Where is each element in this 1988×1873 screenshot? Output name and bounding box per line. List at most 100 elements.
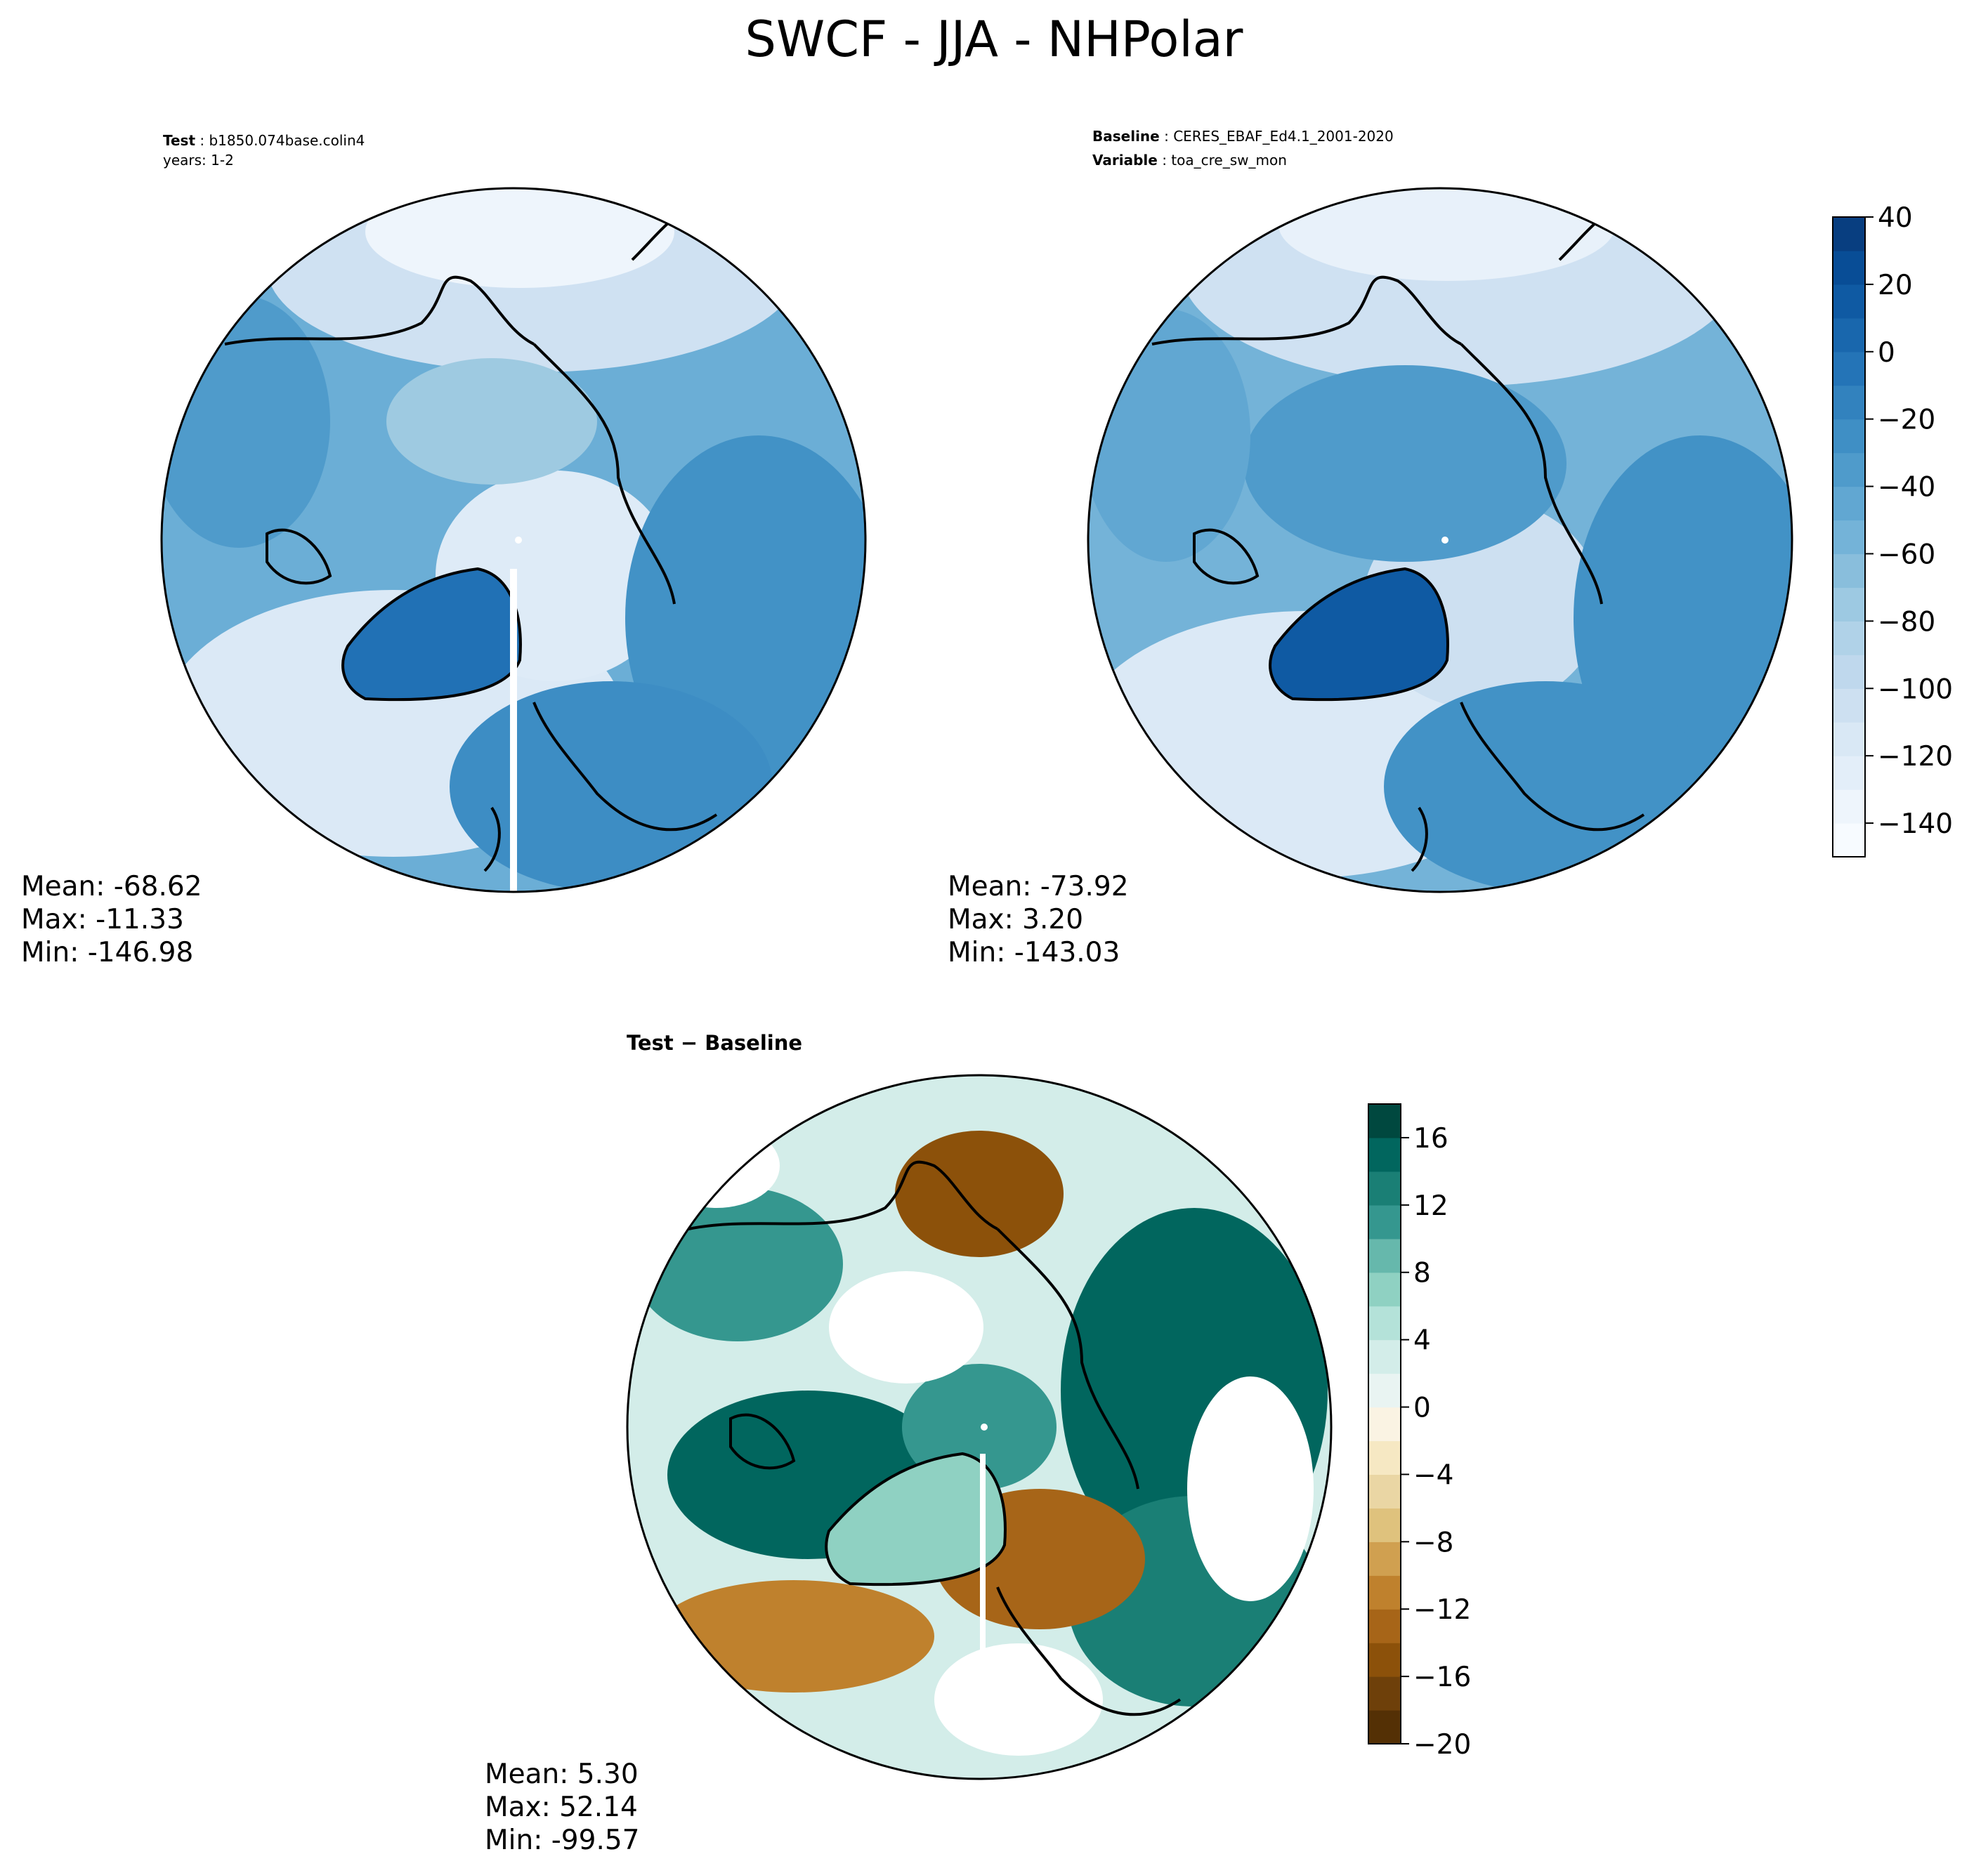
colorbar-main-tick-label: −60 <box>1878 539 1935 570</box>
colorbar-difference-tick-label: 12 <box>1413 1190 1449 1222</box>
greenland-shape <box>1269 567 1449 702</box>
colorbar-difference-band <box>1368 1676 1401 1711</box>
colorbar-difference-tick-label: −12 <box>1413 1594 1471 1626</box>
colorbar-main-band <box>1833 722 1865 756</box>
colorbar-difference-tick-label: 16 <box>1413 1123 1449 1155</box>
panel-difference-min: Min: -99.57 <box>485 1825 639 1856</box>
panel-baseline-header-line-1: Baseline : CERES_EBAF_Ed4.1_2001-2020 <box>1092 128 1394 145</box>
colorbar-difference-band <box>1368 1508 1401 1542</box>
colorbar-difference-tick-label: 4 <box>1413 1325 1431 1357</box>
map-test <box>162 188 865 892</box>
map-difference-frame <box>626 1074 1333 1780</box>
field-patch <box>1088 309 1250 562</box>
colorbar-difference-band <box>1368 1104 1401 1138</box>
field-patch <box>632 1187 843 1341</box>
colorbar-main-band <box>1833 789 1865 824</box>
colorbar-main-band <box>1833 317 1865 353</box>
colorbar-difference-band <box>1368 1542 1401 1576</box>
colorbar-difference-tick-label: −4 <box>1413 1459 1454 1491</box>
panel-test-max: Max: -11.33 <box>21 904 184 935</box>
colorbar-difference-band <box>1368 1609 1401 1643</box>
field-patch <box>653 1124 780 1208</box>
field-patch <box>934 1643 1103 1756</box>
colorbar-difference-band <box>1368 1407 1401 1442</box>
panel-difference-mean: Mean: 5.30 <box>485 1759 639 1790</box>
panel-test-min: Min: -146.98 <box>21 937 193 968</box>
colorbar-main-tick-label: 0 <box>1878 337 1895 369</box>
field-patch <box>365 188 674 288</box>
colorbar-main-band <box>1833 250 1865 285</box>
colorbar-difference-band <box>1368 1373 1401 1408</box>
colorbar-main: 40 20 0 −20 −40 −60 −80 −100 −120 −140 <box>1832 202 1953 857</box>
colorbar-main-tick-label: −40 <box>1878 472 1935 504</box>
colorbar-difference-band <box>1368 1137 1401 1172</box>
panel-test-mean: Mean: -68.62 <box>21 871 202 902</box>
colorbar-main-tick-label: −100 <box>1878 673 1953 705</box>
colorbar-difference-band <box>1368 1306 1401 1341</box>
colorbar-main-tick-label: 40 <box>1878 202 1913 234</box>
colorbar-difference-band <box>1368 1643 1401 1677</box>
colorbar-main-band <box>1833 217 1865 251</box>
panel-test-sep: : <box>195 132 209 149</box>
colorbar-main-band <box>1833 452 1865 487</box>
colorbar-difference-band <box>1368 1440 1401 1476</box>
field-patch <box>386 358 597 485</box>
colorbar-difference-tick-label: −16 <box>1413 1662 1471 1693</box>
missing-data-seam <box>980 1454 986 1650</box>
colorbar-main-band <box>1833 823 1865 857</box>
colorbar-main-band <box>1833 553 1865 589</box>
panel-test-case: b1850.074base.colin4 <box>209 132 365 149</box>
pole-marker <box>515 537 522 544</box>
colorbar-main-tick-label: −140 <box>1878 808 1953 840</box>
pole-marker <box>1441 537 1449 544</box>
pole-marker <box>981 1424 988 1431</box>
colorbar-main-tick-label: −120 <box>1878 741 1953 773</box>
figure-title: SWCF - JJA - NHPolar <box>745 11 1243 68</box>
map-baseline <box>1088 188 1792 892</box>
panel-difference-max: Max: 52.14 <box>485 1792 638 1823</box>
panel-baseline-header-line-2: Variable : toa_cre_sw_mon <box>1092 152 1287 169</box>
colorbar-difference-band <box>1368 1710 1401 1744</box>
panel-difference-title: Test − Baseline <box>627 1031 802 1055</box>
colorbar-main-band <box>1833 587 1865 622</box>
colorbar-difference-band <box>1368 1171 1401 1206</box>
panel-baseline-min: Min: -143.03 <box>948 937 1120 968</box>
field-patch <box>895 1131 1064 1257</box>
colorbar-difference-band <box>1368 1238 1401 1273</box>
panel-baseline-label: Baseline <box>1092 128 1160 145</box>
colorbar-main-band <box>1833 655 1865 689</box>
colorbar-difference-tick-label: 8 <box>1413 1258 1431 1289</box>
panel-baseline-dataset: CERES_EBAF_Ed4.1_2001-2020 <box>1173 128 1394 145</box>
panel-baseline-mean: Mean: -73.92 <box>948 871 1129 902</box>
missing-data-seam <box>510 569 517 892</box>
colorbar-difference-band <box>1368 1272 1401 1307</box>
panel-test: Test : b1850.074base.colin4 years: 1-2 <box>21 132 867 968</box>
colorbar-main-band <box>1833 385 1865 420</box>
colorbar-difference: 16 12 8 4 0 −4 −8 −12 −16 −20 <box>1368 1103 1471 1761</box>
panel-test-header-line-1: Test : b1850.074base.colin4 <box>163 132 365 149</box>
colorbar-main-band <box>1833 486 1865 521</box>
panel-test-label: Test <box>163 132 195 149</box>
colorbar-main-outline <box>1832 216 1866 857</box>
map-difference <box>627 1075 1331 1779</box>
colorbar-main-band <box>1833 351 1865 386</box>
panel-difference: Test − Baseline M <box>485 1031 1471 1856</box>
panel-baseline-variable-label: Variable <box>1092 152 1158 169</box>
colorbar-difference-tick-label: −20 <box>1413 1729 1471 1761</box>
field-patch <box>829 1271 983 1384</box>
colorbar-main-band <box>1833 520 1865 555</box>
field-patch <box>1384 681 1707 892</box>
greenland-shape <box>825 1452 1007 1586</box>
colorbar-difference-tick-label: −8 <box>1413 1527 1454 1558</box>
field-patch <box>162 295 330 548</box>
coastlines <box>688 1160 1182 1716</box>
colorbar-main-band <box>1833 621 1865 655</box>
panel-baseline-sep-2: : <box>1158 152 1171 169</box>
panel-baseline-sep: : <box>1160 128 1173 145</box>
colorbar-main-tick-label: 20 <box>1878 270 1913 301</box>
field-patch <box>450 681 773 892</box>
field-patch <box>1243 365 1567 562</box>
colorbar-difference-tick-label: 0 <box>1413 1393 1431 1424</box>
colorbar-main-tick-label: −20 <box>1878 405 1935 436</box>
colorbar-main-band <box>1833 419 1865 454</box>
